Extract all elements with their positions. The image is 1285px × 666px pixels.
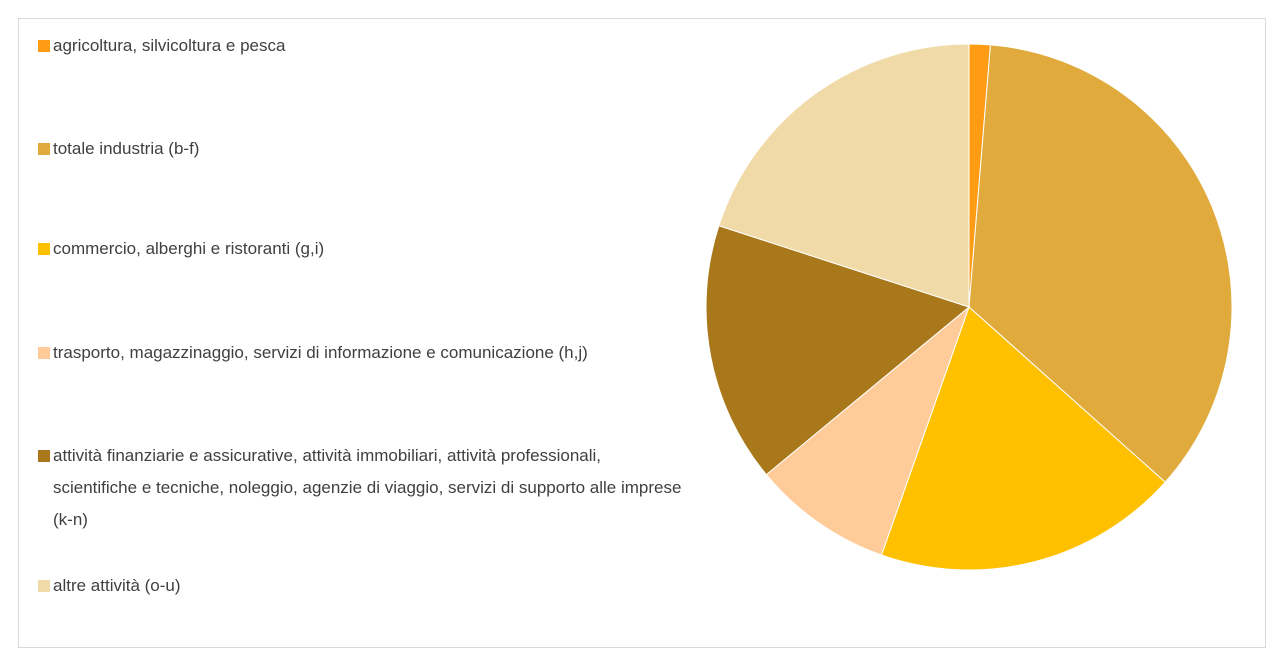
chart-frame <box>18 18 1266 648</box>
legend-item: trasporto, magazzinaggio, servizi di inf… <box>38 337 683 369</box>
pie-slice <box>968 44 1233 483</box>
legend-swatch <box>38 40 50 52</box>
pie-slice <box>880 306 1166 571</box>
legend-label: totale industria (b-f) <box>53 139 200 158</box>
legend-label: commercio, alberghi e ristoranti (g,i) <box>53 239 325 258</box>
legend-label: trasporto, magazzinaggio, servizi di inf… <box>53 343 588 362</box>
legend-swatch <box>38 347 50 359</box>
legend-item: altre attività (o-u) <box>38 570 683 602</box>
legend-label: attività finanziarie e assicurative, att… <box>53 446 682 529</box>
legend-item: agricoltura, silvicoltura e pesca <box>38 30 683 62</box>
pie-slice <box>718 43 970 308</box>
legend-label: agricoltura, silvicoltura e pesca <box>53 36 286 55</box>
legend-item: totale industria (b-f) <box>38 133 683 165</box>
legend-swatch <box>38 243 50 255</box>
legend-swatch <box>38 580 50 592</box>
legend-swatch <box>38 450 50 462</box>
pie-slice <box>705 225 971 476</box>
legend-item: commercio, alberghi e ristoranti (g,i) <box>38 233 683 265</box>
legend-item: attività finanziarie e assicurative, att… <box>38 440 683 536</box>
legend-swatch <box>38 143 50 155</box>
pie-slice <box>765 305 971 556</box>
legend-label: altre attività (o-u) <box>53 576 181 595</box>
